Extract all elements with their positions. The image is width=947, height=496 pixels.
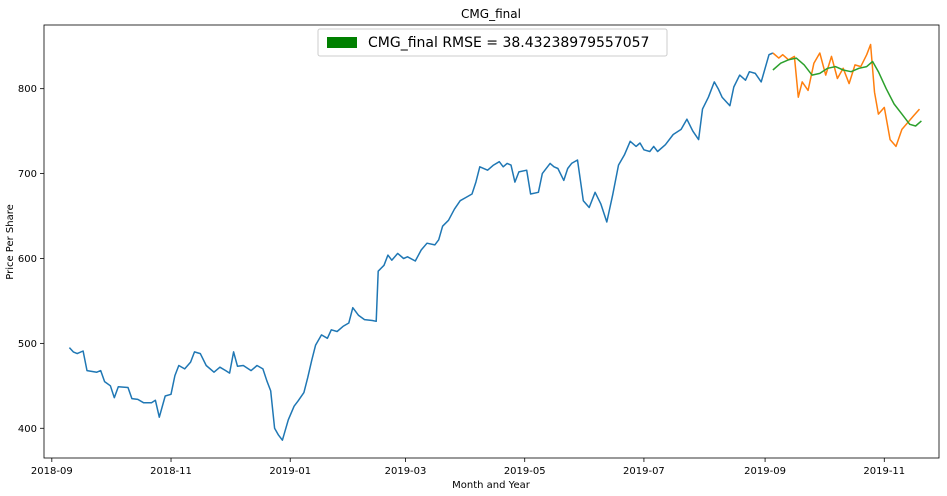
x-axis-label: Month and Year (452, 480, 531, 491)
y-tick-label: 400 (18, 424, 37, 435)
legend: CMG_final RMSE = 38.43238979557057 (317, 28, 668, 57)
y-tick-label: 500 (18, 339, 37, 350)
series-line-1 (68, 52, 774, 441)
x-tick-label: 2018-11 (150, 466, 192, 477)
legend-swatch (327, 37, 357, 48)
series-layer (68, 43, 922, 441)
y-tick-label: 700 (18, 169, 37, 180)
chart-title: CMG_final (461, 7, 521, 21)
x-tick-label: 2019-01 (269, 466, 311, 477)
x-tick-label: 2019-07 (623, 466, 665, 477)
series-line-2 (772, 43, 921, 148)
y-tick-label: 600 (18, 254, 37, 265)
plot-frame (43, 24, 940, 459)
series-line-3 (772, 57, 922, 127)
x-tick-label: 2019-05 (504, 466, 546, 477)
x-tick-label: 2019-03 (385, 466, 427, 477)
y-axis: 400 500 600 700 800 (18, 84, 44, 435)
y-tick-label: 800 (18, 84, 37, 95)
y-axis-label: Price Per Share (5, 204, 16, 280)
x-tick-label: 2019-11 (863, 466, 905, 477)
x-tick-label: 2019-09 (744, 466, 786, 477)
x-tick-label: 2018-09 (31, 466, 73, 477)
x-axis: 2018-09 2018-11 2019-01 2019-03 2019-05 2019-… (31, 458, 905, 477)
legend-box (317, 28, 668, 57)
legend-entry: CMG_final RMSE = 38.43238979557057 (368, 35, 649, 51)
